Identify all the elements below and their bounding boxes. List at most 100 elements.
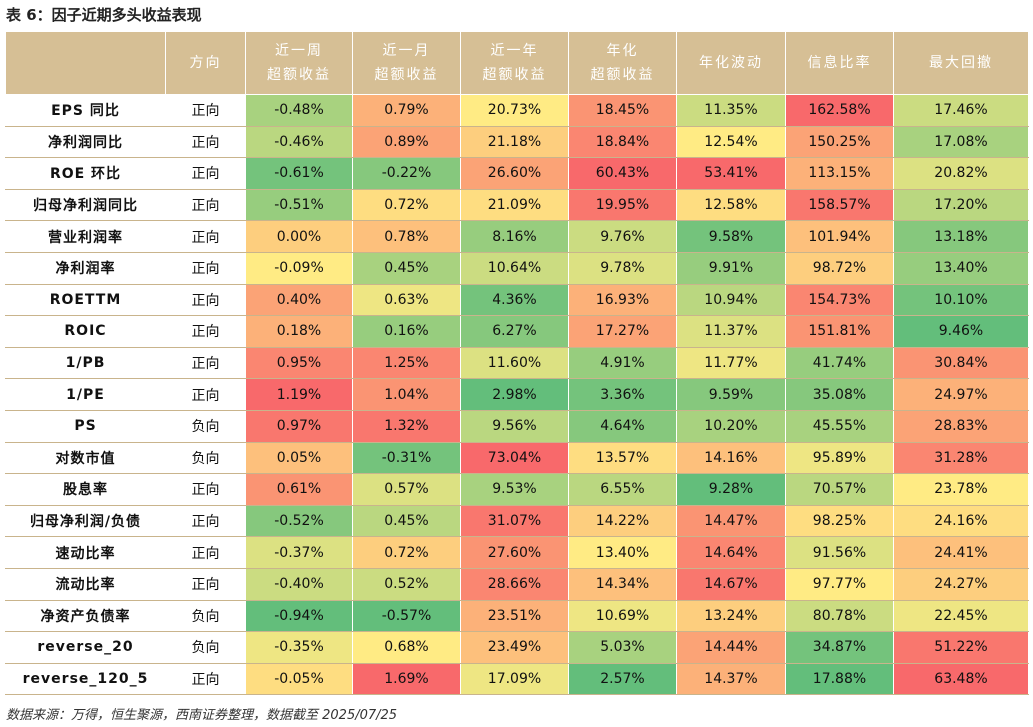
value-cell: 9.76%	[568, 220, 677, 253]
value-cell: 18.45%	[568, 94, 677, 127]
factor-name: ROE 环比	[5, 157, 166, 190]
value-cell: 31.28%	[893, 441, 1029, 475]
data-row: 1/PE 正向 1.19% 1.04% 2.98% 3.36% 9.59% 35.08% 24.…	[5, 378, 1029, 411]
value-cell: 23.49%	[460, 631, 569, 664]
value-cell: -0.46%	[245, 125, 353, 159]
factor-name: 净利润同比	[5, 125, 166, 159]
data-row: reverse_120_5 正向 -0.05% 1.69% 17.09% 2.57% 14.…	[5, 662, 1029, 696]
value-cell: 9.91%	[676, 251, 786, 285]
value-cell: 14.34%	[568, 567, 677, 601]
value-cell: 17.46%	[893, 94, 1029, 127]
value-cell: 11.35%	[676, 94, 786, 127]
value-cell: 0.97%	[245, 409, 353, 443]
value-cell: 0.72%	[352, 536, 461, 569]
direction: 正向	[165, 536, 246, 569]
factor-name: reverse_20	[5, 631, 166, 664]
factor-name: 1/PB	[5, 346, 166, 380]
direction: 负向	[165, 631, 246, 664]
value-cell: 0.57%	[352, 473, 461, 506]
direction: 正向	[165, 188, 246, 222]
value-cell: -0.40%	[245, 567, 353, 601]
value-cell: 41.74%	[785, 346, 894, 380]
direction: 正向	[165, 315, 246, 348]
value-cell: 14.37%	[676, 662, 786, 696]
value-cell: -0.22%	[352, 157, 461, 190]
data-row: 净利润率 正向 -0.09% 0.45% 10.64% 9.78% 9.91% 98.72% 1…	[5, 251, 1029, 285]
value-cell: 24.16%	[893, 504, 1029, 538]
header-line: 超额收益	[590, 67, 655, 83]
column-header: 年化 超额收益	[568, 31, 677, 95]
factor-name: 归母净利润/负债	[5, 504, 166, 538]
value-cell: 24.41%	[893, 536, 1029, 569]
data-row: 净资产负债率 负向 -0.94% -0.57% 23.51% 10.69% 13.24% 80…	[5, 599, 1029, 633]
corner-cell	[5, 31, 166, 95]
direction: 正向	[165, 346, 246, 380]
source-note: 数据来源：万得，恒生聚源，西南证券整理，数据截至 2025/07/25	[6, 708, 398, 723]
direction: 正向	[165, 251, 246, 285]
value-cell: 6.27%	[460, 315, 569, 348]
factor-name: ROIC	[5, 315, 166, 348]
value-cell: -0.31%	[352, 441, 461, 475]
value-cell: 9.78%	[568, 251, 677, 285]
value-cell: 0.79%	[352, 94, 461, 127]
value-cell: 0.00%	[245, 220, 353, 253]
value-cell: 150.25%	[785, 125, 894, 159]
value-cell: 12.58%	[676, 188, 786, 222]
value-cell: 14.47%	[676, 504, 786, 538]
direction: 正向	[165, 220, 246, 253]
value-cell: 151.81%	[785, 315, 894, 348]
value-cell: 17.27%	[568, 315, 677, 348]
value-cell: 60.43%	[568, 157, 677, 190]
factor-name: 营业利润率	[5, 220, 166, 253]
value-cell: 1.32%	[352, 409, 461, 443]
value-cell: 20.82%	[893, 157, 1029, 190]
value-cell: 2.98%	[460, 378, 569, 411]
value-cell: 17.08%	[893, 125, 1029, 159]
direction: 负向	[165, 599, 246, 633]
data-row: PS 负向 0.97% 1.32% 9.56% 4.64% 10.20% 45.55% 28.8…	[5, 409, 1029, 443]
value-cell: 14.22%	[568, 504, 677, 538]
value-cell: -0.94%	[245, 599, 353, 633]
value-cell: 1.69%	[352, 662, 461, 696]
data-row: 流动比率 正向 -0.40% 0.52% 28.66% 14.34% 14.67% 97.77…	[5, 567, 1029, 601]
value-cell: 14.44%	[676, 631, 786, 664]
column-header: 近一月 超额收益	[352, 31, 461, 95]
value-cell: 23.51%	[460, 599, 569, 633]
factor-name: reverse_120_5	[5, 662, 166, 696]
value-cell: 70.57%	[785, 473, 894, 506]
value-cell: 0.45%	[352, 504, 461, 538]
direction: 正向	[165, 283, 246, 317]
value-cell: 51.22%	[893, 631, 1029, 664]
value-cell: 0.72%	[352, 188, 461, 222]
value-cell: 97.77%	[785, 567, 894, 601]
data-row: 归母净利润同比 正向 -0.51% 0.72% 21.09% 19.95% 12.58% 15…	[5, 188, 1029, 222]
column-header: 信息比率	[785, 31, 894, 95]
value-cell: 21.18%	[460, 125, 569, 159]
value-cell: 73.04%	[460, 441, 569, 475]
factor-name: 对数市值	[5, 441, 166, 475]
value-cell: 0.89%	[352, 125, 461, 159]
direction: 正向	[165, 662, 246, 696]
value-cell: 0.18%	[245, 315, 353, 348]
value-cell: -0.57%	[352, 599, 461, 633]
value-cell: 14.64%	[676, 536, 786, 569]
value-cell: 0.40%	[245, 283, 353, 317]
value-cell: 0.05%	[245, 441, 353, 475]
direction: 负向	[165, 441, 246, 475]
value-cell: 35.08%	[785, 378, 894, 411]
factor-table: 方向 近一周 超额收益 近一月 超额收益 近一年 超额收益 年化 超额收益 年化波动 信息比率 最大回…	[5, 31, 1029, 696]
value-cell: 0.78%	[352, 220, 461, 253]
data-row: ROE 环比 正向 -0.61% -0.22% 26.60% 60.43% 53.41% 11…	[5, 157, 1029, 190]
column-header: 方向	[165, 31, 246, 95]
factor-name: 股息率	[5, 473, 166, 506]
value-cell: 20.73%	[460, 94, 569, 127]
value-cell: 162.58%	[785, 94, 894, 127]
value-cell: 13.57%	[568, 441, 677, 475]
value-cell: 9.28%	[676, 473, 786, 506]
factor-name: 速动比率	[5, 536, 166, 569]
value-cell: -0.61%	[245, 157, 353, 190]
value-cell: 154.73%	[785, 283, 894, 317]
value-cell: 95.89%	[785, 441, 894, 475]
value-cell: 11.77%	[676, 346, 786, 380]
